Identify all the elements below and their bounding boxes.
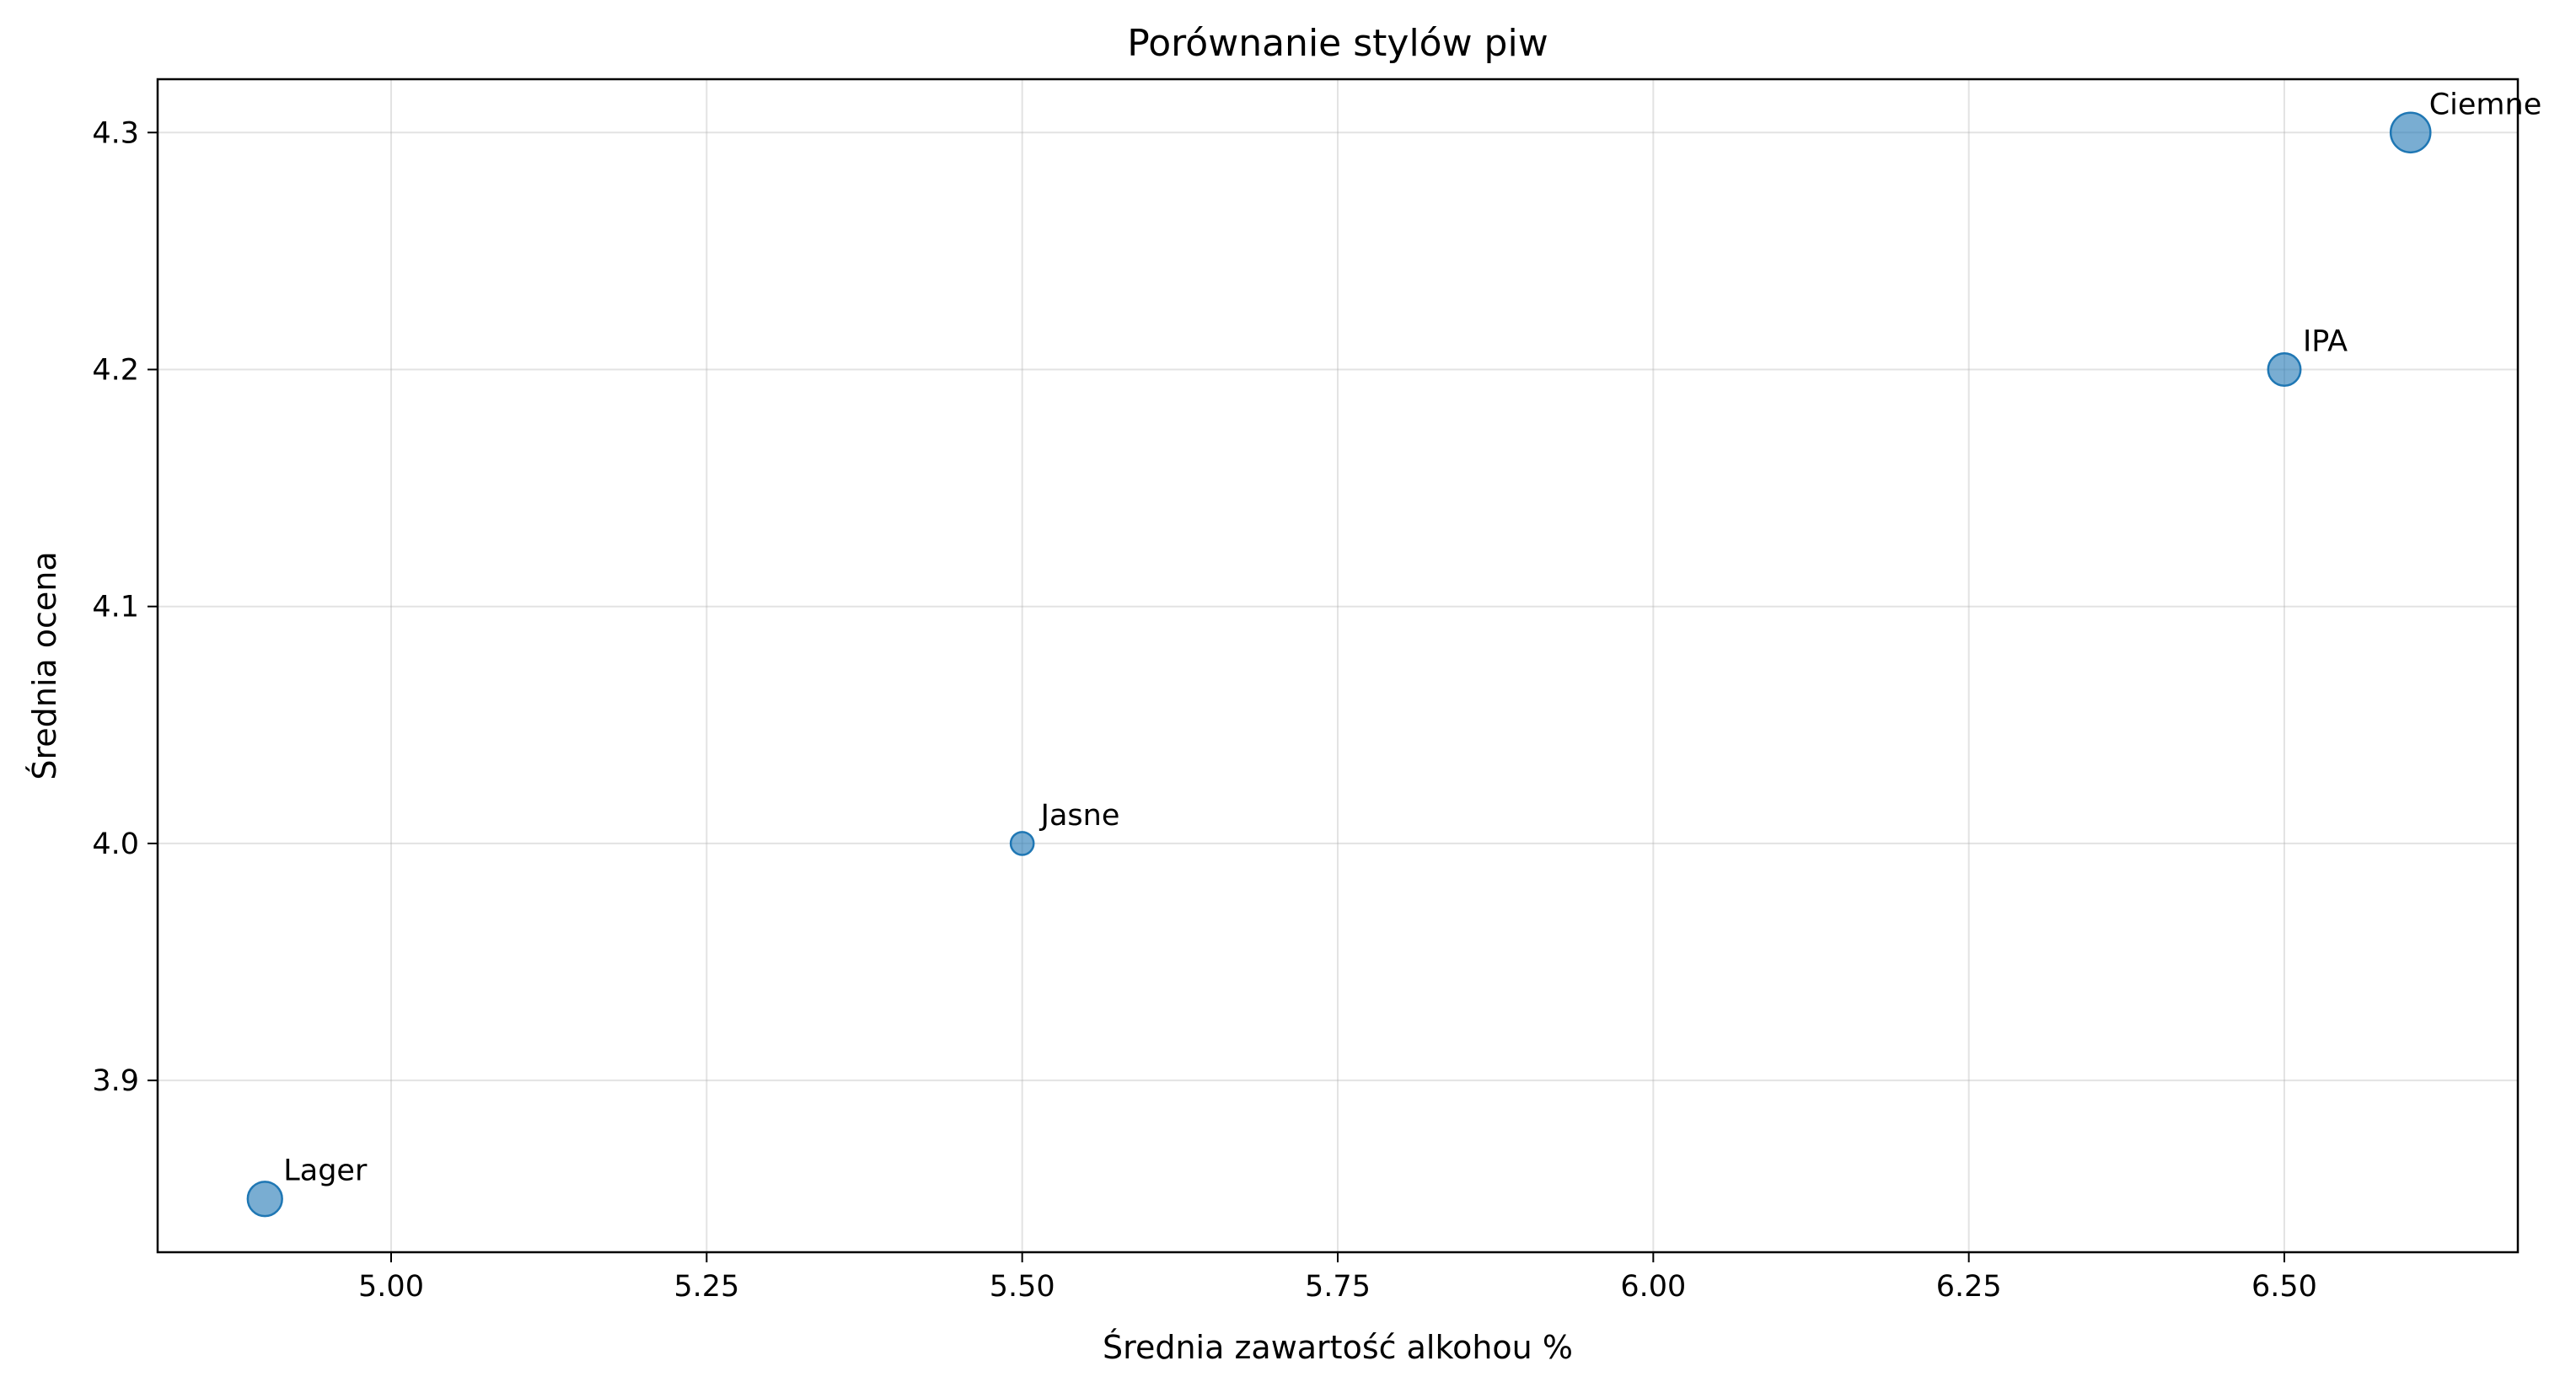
y-tick-label: 3.9: [92, 1064, 139, 1098]
grid: [158, 79, 2518, 1252]
y-tick-label: 4.2: [92, 353, 139, 387]
x-tick-label: 6.00: [1620, 1270, 1686, 1304]
y-tick-label: 4.1: [92, 591, 139, 624]
y-axis-label: Średnia ocena: [26, 551, 63, 779]
plot-frame: [156, 78, 2520, 1254]
y-tick-label: 4.0: [92, 828, 139, 861]
x-tick-label: 5.75: [1305, 1270, 1371, 1304]
point-labels: Lager Jasne IPA Ciemne: [283, 88, 2541, 1187]
chart-title: Porównanie stylów piw: [1127, 22, 1548, 65]
point-label-ipa: IPA: [2303, 324, 2348, 358]
point-label-ciemne: Ciemne: [2429, 88, 2542, 121]
point-jasne: [1009, 831, 1035, 856]
x-axis-ticks: 5.00 5.25 5.50 5.75 6.00 6.25 6.50: [358, 1252, 2317, 1304]
x-tick-label: 6.25: [1936, 1270, 2002, 1304]
x-axis-label: Średnia zawartość alkohou %: [1103, 1329, 1573, 1366]
y-tick-label: 4.3: [92, 116, 139, 150]
data-points: [246, 111, 2432, 1218]
point-ipa: [2267, 352, 2302, 387]
x-tick-label: 6.50: [2251, 1270, 2317, 1304]
point-label-lager: Lager: [283, 1154, 368, 1188]
point-lager: [246, 1181, 283, 1218]
point-label-jasne: Jasne: [1039, 799, 1120, 833]
y-axis-ticks: 3.9 4.0 4.1 4.2 4.3: [92, 116, 158, 1098]
x-tick-label: 5.00: [358, 1270, 424, 1304]
x-tick-label: 5.50: [990, 1270, 1055, 1304]
x-tick-label: 5.25: [674, 1270, 739, 1304]
point-ciemne: [2389, 111, 2432, 154]
